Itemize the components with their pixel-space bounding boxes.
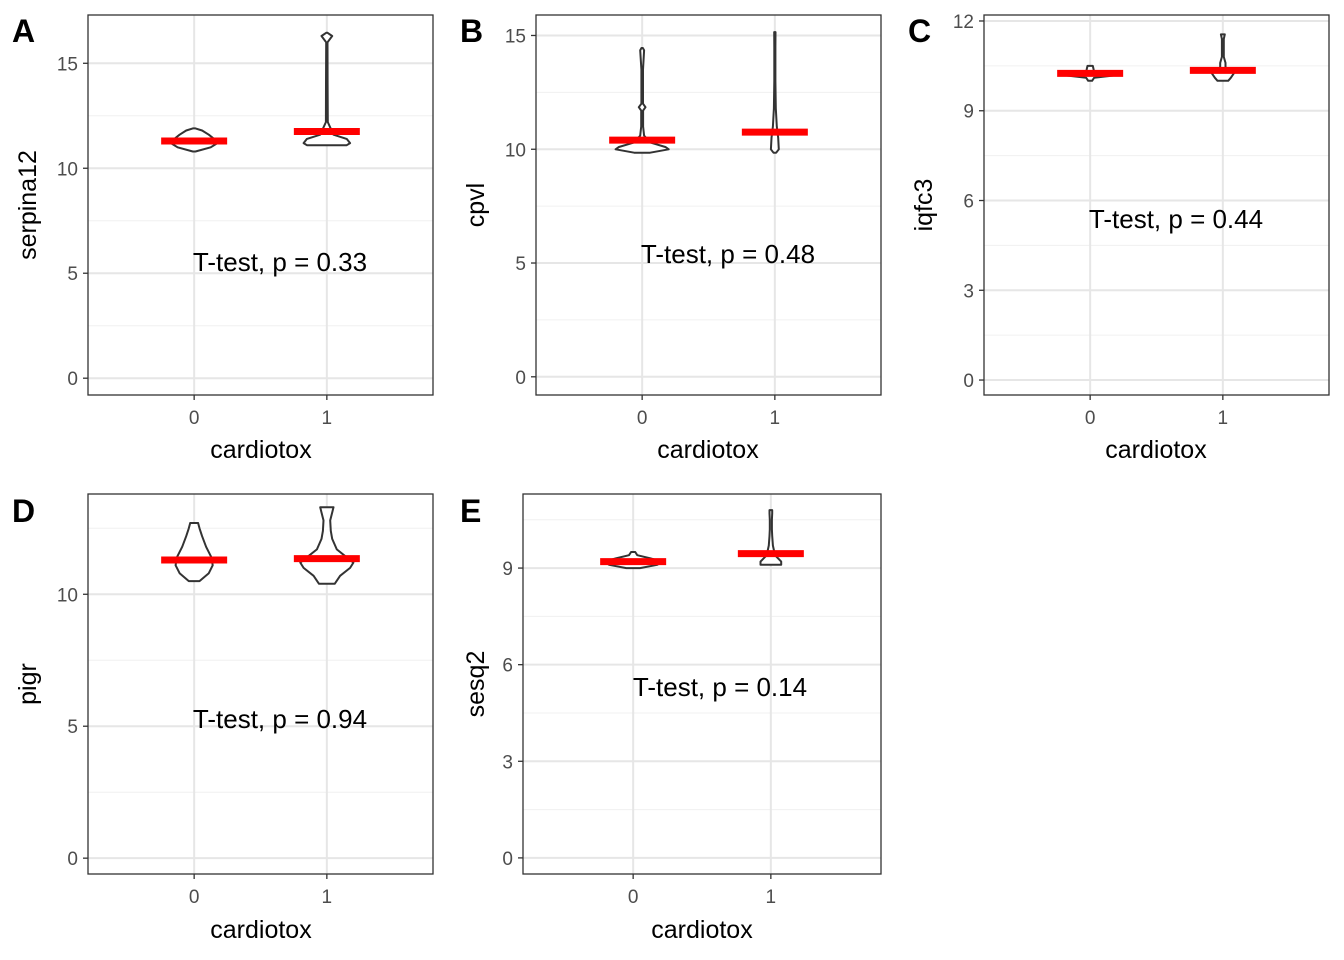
x-tick-label: 0	[637, 408, 648, 429]
panel-background	[984, 15, 1329, 395]
y-tick-label: 3	[502, 752, 513, 773]
x-axis-title: cardiotox	[651, 916, 753, 944]
y-tick-label: 9	[963, 102, 974, 123]
y-tick-label: 0	[515, 368, 526, 389]
panel-border	[535, 14, 882, 396]
y-tick-label: 0	[67, 849, 78, 870]
y-axis-title: serpina12	[14, 150, 42, 260]
x-axis-title: cardiotox	[210, 916, 312, 944]
x-tick-label: 0	[189, 887, 200, 908]
y-axis-title: sesq2	[462, 651, 490, 718]
panel-C: 0 3 6 9 12 0 1 cardiotox iqfc3 T-test, p = 0.44 C	[908, 12, 1330, 464]
panel-background	[523, 494, 881, 874]
y-axis-title: iqfc3	[910, 179, 938, 232]
x-tick-label: 1	[770, 408, 781, 429]
y-axis-title: cpvl	[462, 183, 490, 227]
x-tick-label: 0	[628, 887, 639, 908]
ttest-annotation: T-test, p = 0.44	[1089, 204, 1263, 234]
y-tick-label: 6	[502, 656, 513, 677]
x-tick-label: 1	[1218, 408, 1229, 429]
y-tick-label: 10	[505, 140, 526, 161]
y-tick-label: 0	[67, 369, 78, 390]
ttest-annotation: T-test, p = 0.48	[641, 239, 815, 269]
y-tick-label: 9	[502, 559, 513, 580]
y-tick-label: 15	[57, 54, 78, 75]
panel-E: 0 3 6 9 0 1 cardiotox sesq2 T-test, p = 0.14 E	[460, 493, 882, 944]
x-tick-label: 0	[189, 408, 200, 429]
x-axis-title: cardiotox	[1105, 436, 1207, 464]
y-tick-label: 5	[67, 717, 78, 738]
y-tick-label: 10	[57, 585, 78, 606]
panel-A: 0 5 10 15 0 1 cardiotox serpina12 T-test, p = 0.…	[12, 13, 434, 464]
y-tick-label: 0	[502, 849, 513, 870]
y-tick-label: 5	[515, 254, 526, 275]
panel-background	[88, 494, 433, 874]
x-tick-label: 0	[1085, 408, 1096, 429]
x-tick-label: 1	[766, 887, 777, 908]
panel-border	[87, 493, 434, 875]
panel-background	[536, 15, 881, 395]
y-tick-label: 10	[57, 159, 78, 180]
x-tick-label: 1	[322, 408, 333, 429]
panel-B: 0 5 10 15 0 1 cardiotox cpvl T-test, p = 0.48 B	[460, 13, 882, 464]
panel-tag: A	[12, 13, 35, 49]
y-tick-label: 5	[67, 264, 78, 285]
panel-background	[88, 15, 433, 395]
panel-D: 0 5 10 0 1 cardiotox pigr T-test, p = 0.94 D	[12, 493, 434, 944]
panel-tag: C	[908, 13, 931, 49]
panel-tag: D	[12, 493, 35, 529]
y-axis-title: pigr	[14, 663, 42, 705]
x-axis-title: cardiotox	[210, 436, 312, 464]
ttest-annotation: T-test, p = 0.94	[193, 704, 367, 734]
x-tick-label: 1	[322, 887, 333, 908]
ttest-annotation: T-test, p = 0.14	[633, 672, 807, 702]
panel-border	[522, 493, 882, 875]
x-axis-title: cardiotox	[657, 436, 759, 464]
y-tick-label: 15	[505, 26, 526, 47]
panel-border	[983, 14, 1330, 396]
y-tick-label: 12	[953, 12, 974, 33]
panel-tag: B	[460, 13, 483, 49]
y-tick-label: 6	[963, 192, 974, 213]
ttest-annotation: T-test, p = 0.33	[193, 247, 367, 277]
y-tick-label: 3	[963, 281, 974, 302]
panel-tag: E	[460, 493, 481, 529]
y-tick-label: 0	[963, 371, 974, 392]
panel-border	[87, 14, 434, 396]
